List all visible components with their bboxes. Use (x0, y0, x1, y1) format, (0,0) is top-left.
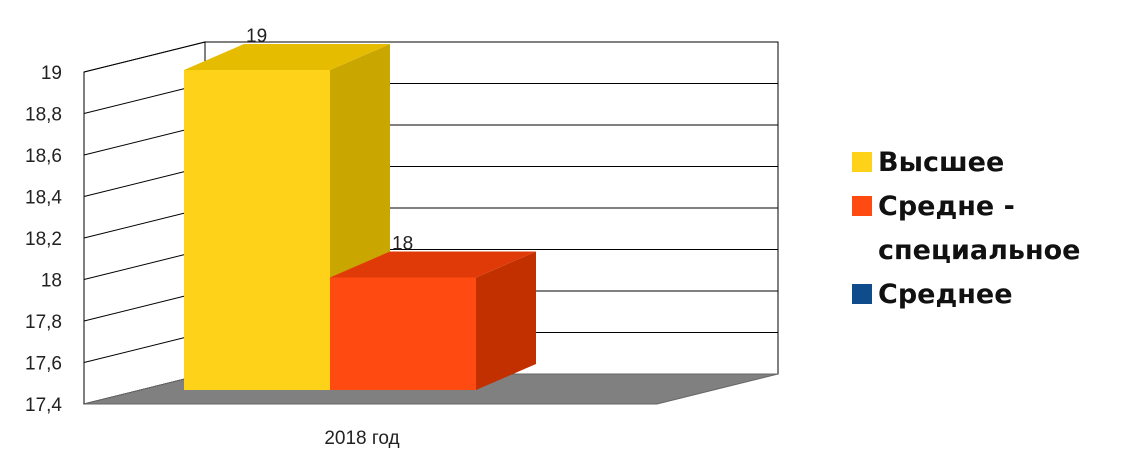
y-tick-label: 17,8 (25, 312, 62, 333)
legend-label: специальное (878, 235, 1081, 266)
gridline-side (83, 41, 206, 73)
legend: Высшее Средне - специальное Среднее (852, 147, 1081, 310)
y-tick-label: 18,2 (25, 229, 62, 250)
bar-top-face (330, 251, 536, 278)
data-label-1: 19 (246, 26, 267, 47)
bar-top-face (184, 44, 390, 70)
bar-2 (330, 251, 536, 390)
data-label-2: 18 (392, 234, 413, 255)
legend-swatch (852, 284, 872, 304)
legend-label: Средне - (878, 191, 1015, 222)
y-tick-label: 19 (41, 63, 62, 84)
y-tick-label: 18,4 (25, 188, 62, 209)
bar-front-face (330, 277, 476, 390)
y-tick-label: 18 (41, 271, 62, 292)
legend-item-1: Высшее (852, 147, 1004, 178)
bar-side-face (476, 251, 536, 390)
y-axis-ticks: 17,4 17,6 17,8 18 18,2 18,4 18,6 18,8 19 (25, 63, 62, 416)
legend-item-3: Среднее (852, 279, 1013, 310)
legend-swatch (852, 152, 872, 172)
legend-label: Среднее (878, 279, 1013, 310)
legend-swatch (852, 196, 872, 216)
legend-label: Высшее (878, 147, 1004, 178)
x-category-label: 2018 год (324, 428, 399, 449)
y-tick-label: 17,4 (25, 395, 62, 416)
legend-item-2: Средне - специальное (852, 191, 1081, 266)
y-tick-label: 18,6 (25, 146, 62, 167)
y-tick-label: 17,6 (25, 354, 62, 375)
y-tick-label: 18,8 (25, 105, 62, 126)
bar-front-face (184, 70, 330, 390)
bars (184, 44, 536, 390)
